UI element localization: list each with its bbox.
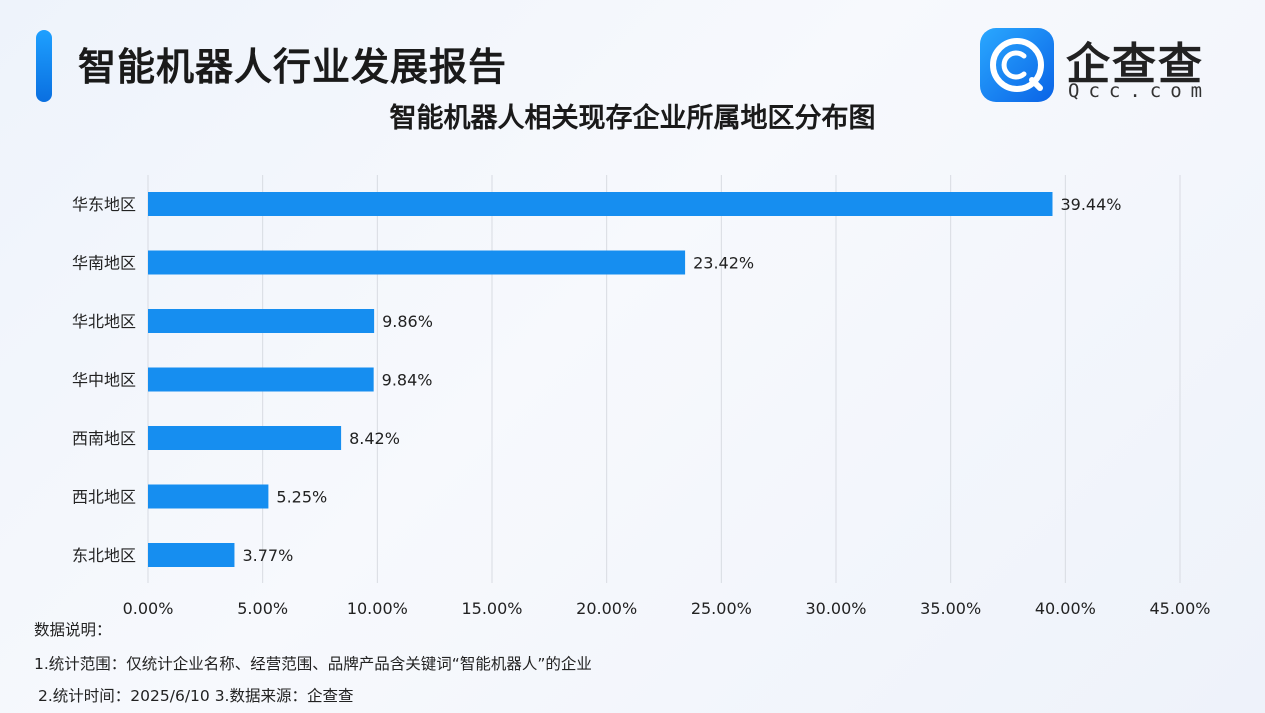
report-title: 智能机器人行业发展报告	[78, 45, 508, 89]
value-label: 39.44%	[1060, 195, 1121, 214]
x-tick-label: 15.00%	[461, 599, 522, 618]
category-label: 华东地区	[72, 195, 136, 214]
category-label: 华南地区	[72, 254, 136, 273]
category-label: 华中地区	[72, 371, 136, 390]
qcc-logo: 企查查 Qcc.com	[980, 28, 1220, 104]
bar	[148, 484, 269, 509]
notes-heading: 数据说明：	[34, 621, 112, 639]
x-tick-label: 0.00%	[123, 599, 174, 618]
category-label: 西南地区	[72, 429, 136, 448]
category-label: 东北地区	[72, 546, 136, 565]
category-label: 西北地区	[72, 488, 136, 507]
value-label: 3.77%	[242, 546, 293, 565]
x-tick-label: 25.00%	[691, 599, 752, 618]
category-label: 华北地区	[72, 312, 136, 331]
x-tick-label: 40.00%	[1035, 599, 1096, 618]
x-tick-label: 10.00%	[347, 599, 408, 618]
x-tick-label: 35.00%	[920, 599, 981, 618]
bars	[148, 192, 1053, 567]
title-accent-bar	[36, 30, 52, 102]
brand-domain: Qcc.com	[1068, 80, 1212, 102]
bar	[148, 250, 686, 275]
x-tick-label: 30.00%	[805, 599, 866, 618]
value-label: 9.86%	[382, 312, 433, 331]
value-labels: 39.44% 23.42% 9.86% 9.84% 8.42% 5.25% 3.77%	[242, 195, 1121, 565]
bar	[148, 309, 375, 333]
bar	[148, 367, 374, 392]
bar	[148, 426, 342, 450]
x-tick-labels: 0.00% 5.00% 10.00% 15.00% 20.00% 25.00% 30.00%…	[123, 599, 1211, 618]
value-label: 23.42%	[693, 254, 754, 273]
notes-line-1: 1.统计范围：仅统计企业名称、经营范围、品牌产品含关键词“智能机器人”的企业	[34, 655, 592, 673]
bar	[148, 192, 1053, 216]
value-label: 9.84%	[382, 371, 433, 390]
value-label: 5.25%	[276, 488, 327, 507]
value-label: 8.42%	[349, 429, 400, 448]
chart-title: 智能机器人相关现存企业所属地区分布图	[389, 103, 876, 134]
brand-name: 企查查	[1066, 39, 1204, 90]
bar	[148, 543, 235, 567]
x-tick-label: 5.00%	[237, 599, 288, 618]
qcc-logo-icon	[980, 28, 1054, 102]
x-tick-label: 20.00%	[576, 599, 637, 618]
x-tick-label: 45.00%	[1149, 599, 1210, 618]
notes-line-2: 2.统计时间：2025/6/10 3.数据来源：企查查	[38, 687, 354, 705]
